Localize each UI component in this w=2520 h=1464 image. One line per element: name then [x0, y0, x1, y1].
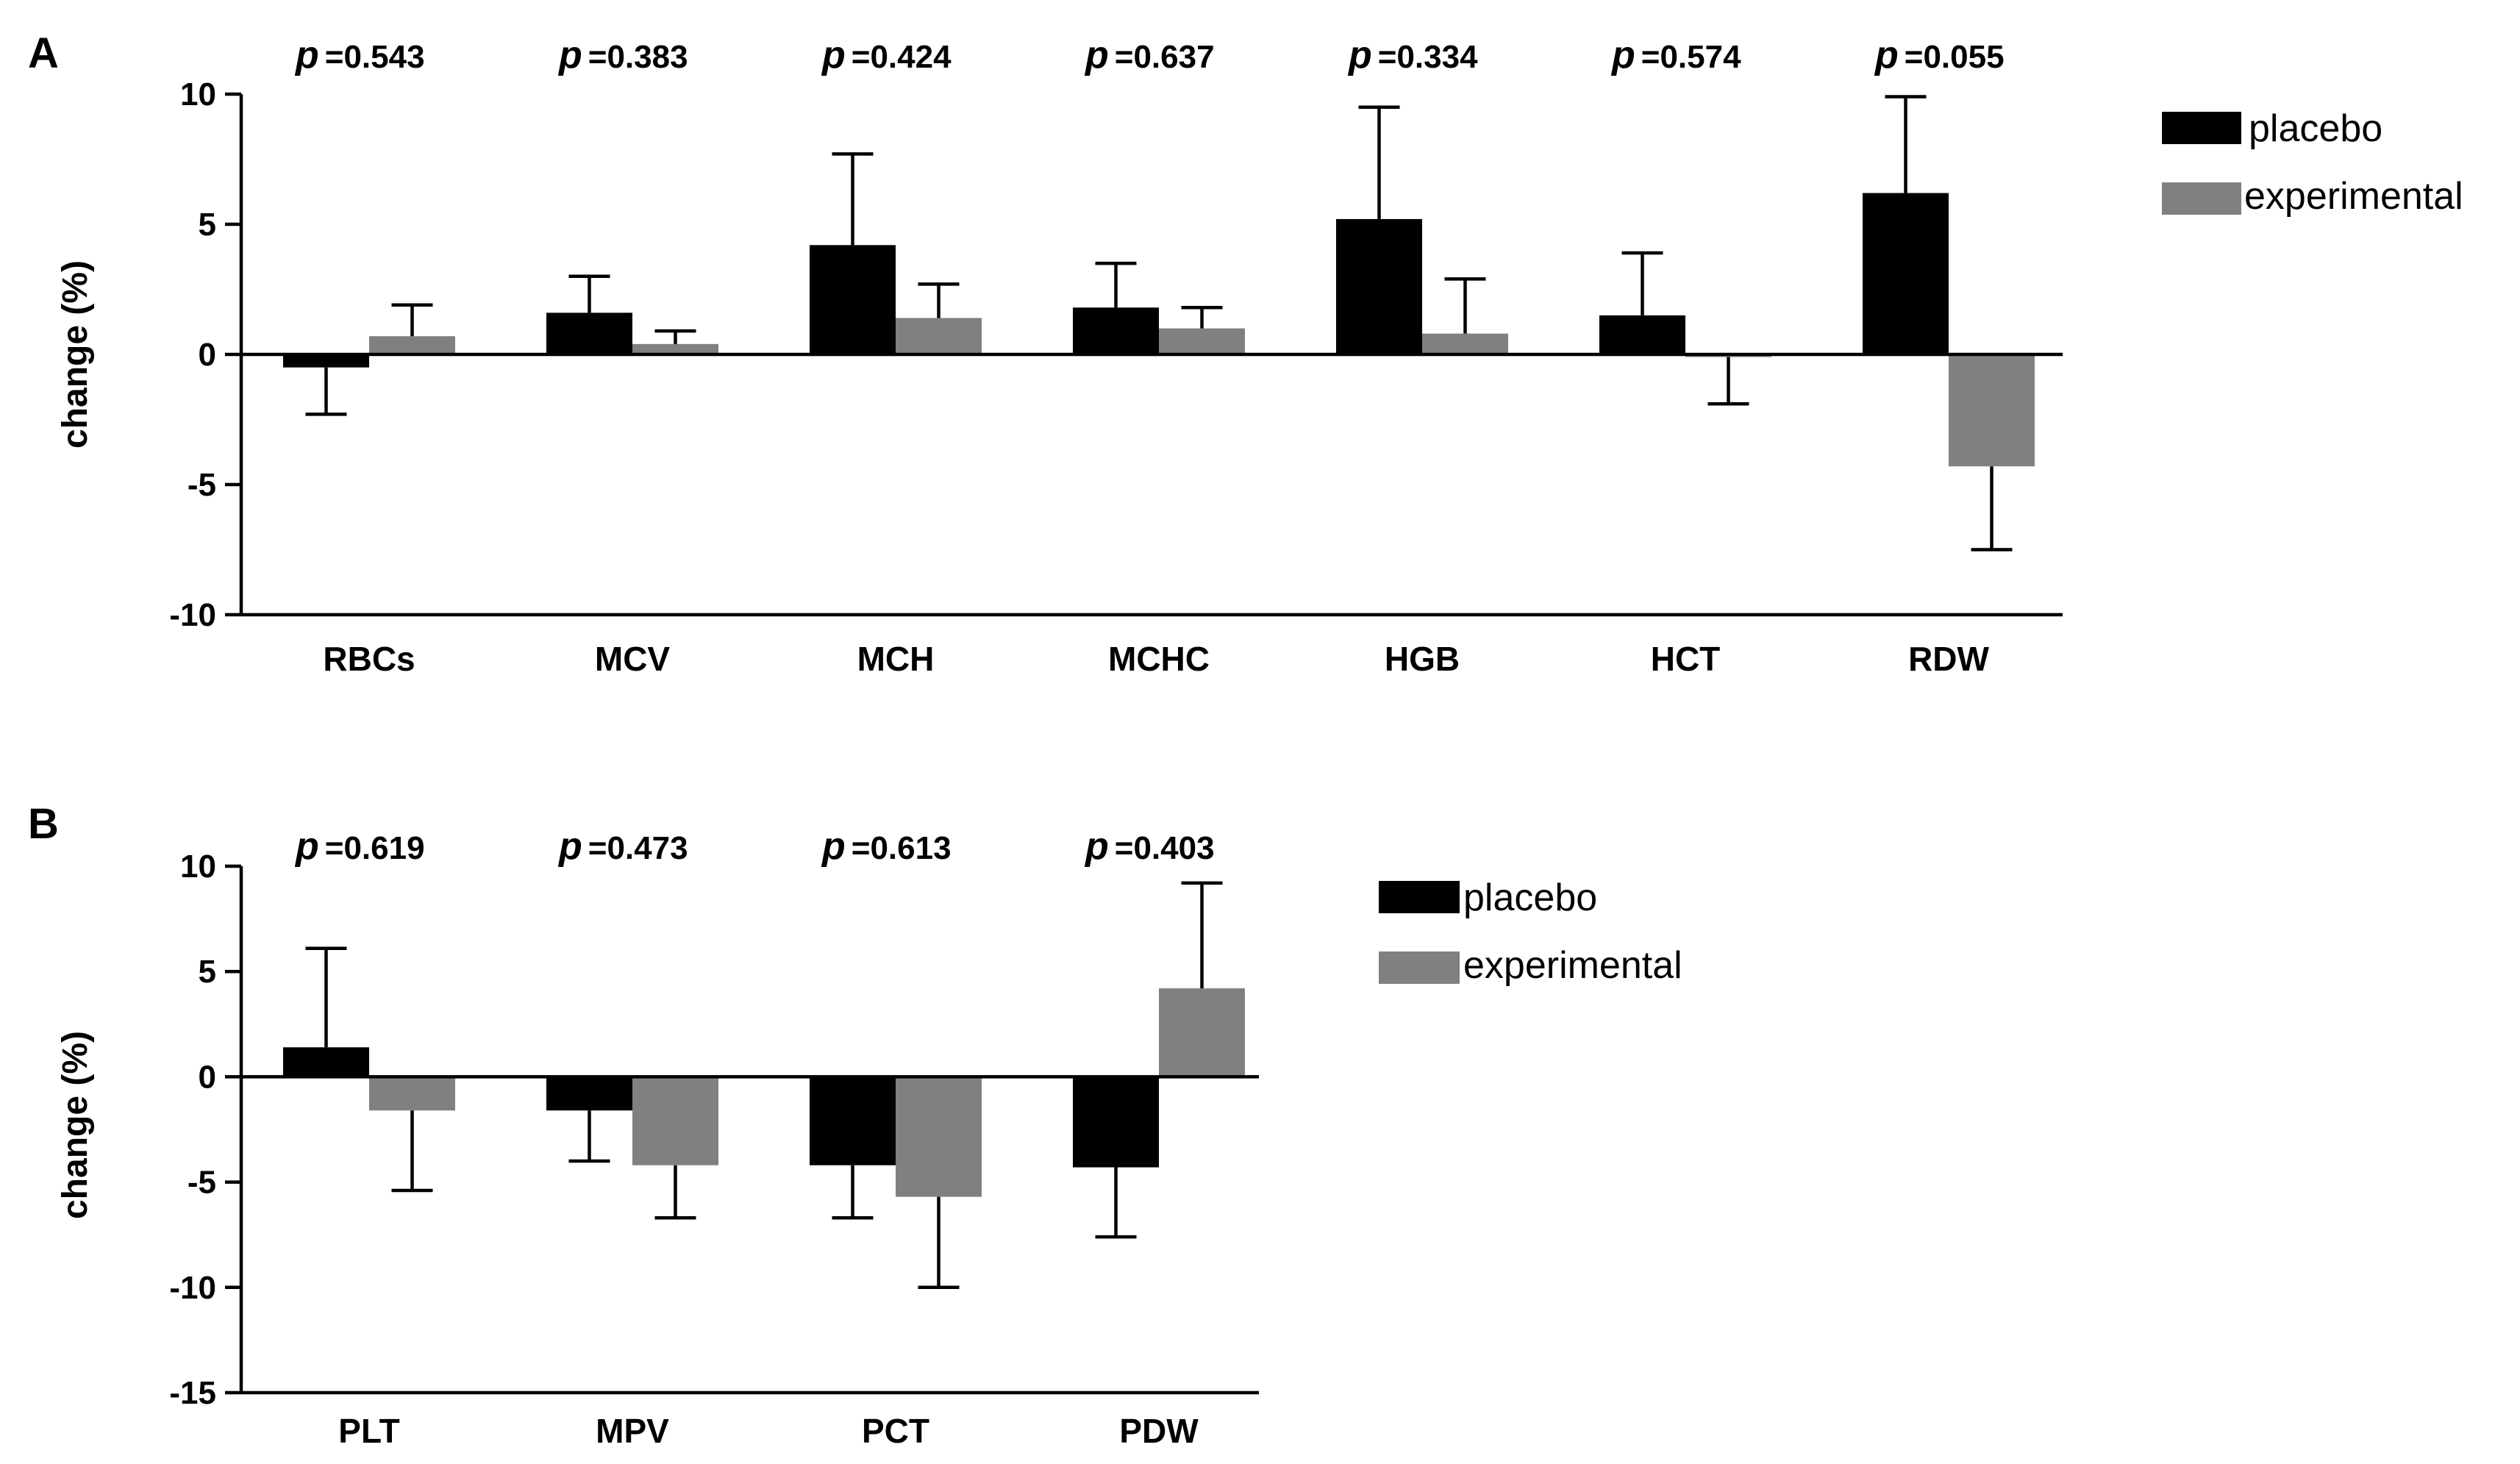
- legend-a-experimental-swatch: [2162, 182, 2241, 215]
- legend-a-experimental-label: experimental: [2244, 175, 2463, 218]
- legend-b-experimental-label: experimental: [1463, 944, 1682, 987]
- category-label-mpv: MPV: [596, 1412, 669, 1450]
- panel-a-category-labels: RBCs MCV MCH MCHC HGB HCT RDW: [323, 640, 1989, 678]
- p-value-mpv: p =0.473: [557, 825, 688, 868]
- p-value-mchc: p =0.637: [1084, 34, 1215, 76]
- category-label-plt: PLT: [338, 1412, 399, 1450]
- panel-b-chart: B change (%) 10 5 0 -5 -10 -15 PLT MPV PCT PDW p…: [28, 800, 1682, 1450]
- category-label-hct: HCT: [1651, 640, 1721, 678]
- p-value-pct: p =0.613: [821, 825, 952, 868]
- bar-placebo-mchc: [1073, 307, 1159, 354]
- category-label-mch: MCH: [857, 640, 935, 678]
- bar-experimental-rbcs: [369, 336, 455, 354]
- panel-a-letter: A: [28, 29, 59, 77]
- bar-experimental-mcv: [632, 343, 718, 354]
- category-label-pct: PCT: [862, 1412, 929, 1450]
- y-tick-label: 0: [199, 337, 216, 373]
- p-value-mch: p =0.424: [821, 34, 952, 76]
- panel-b-legend: placebo experimental: [1379, 876, 1682, 987]
- y-tick-label: -15: [169, 1375, 216, 1411]
- bar-experimental-rdw: [1949, 354, 2035, 467]
- category-label-pdw: PDW: [1119, 1412, 1199, 1450]
- p-value-rdw: p =0.055: [1874, 34, 2005, 76]
- bar-placebo-rdw: [1863, 193, 1949, 354]
- legend-a-placebo-swatch: [2162, 112, 2241, 144]
- panel-b-y-axis: 10 5 0 -5 -10 -15: [169, 849, 1259, 1411]
- panel-a-y-axis: 10 5 0 -5 -10: [169, 76, 2063, 633]
- panel-b-category-labels: PLT MPV PCT PDW: [338, 1412, 1199, 1450]
- bar-experimental-mpv: [632, 1076, 718, 1165]
- category-label-mchc: MCHC: [1108, 640, 1210, 678]
- y-tick-label: -5: [188, 467, 216, 503]
- category-label-hgb: HGB: [1385, 640, 1460, 678]
- panel-a-bars: [283, 95, 2035, 551]
- panel-b-bars: [283, 881, 1245, 1290]
- y-tick-label: -5: [188, 1165, 216, 1201]
- panel-b-letter: B: [28, 800, 59, 848]
- bar-placebo-mch: [810, 245, 896, 354]
- bar-experimental-hgb: [1422, 333, 1508, 354]
- y-tick-label: 5: [199, 954, 216, 990]
- bar-experimental-mchc: [1159, 328, 1245, 354]
- bar-experimental-pdw: [1159, 988, 1245, 1077]
- panel-b-ylabel: change (%): [56, 1031, 95, 1219]
- p-value-plt: p =0.619: [294, 825, 425, 868]
- bar-experimental-plt: [369, 1076, 455, 1111]
- legend-a-placebo-label: placebo: [2249, 107, 2382, 150]
- panel-a-chart: A change (%) 10 5 0 -5 -10 RBCs MCV MCH MCHC HGB…: [28, 29, 2463, 678]
- y-tick-label: -10: [169, 597, 216, 633]
- bar-placebo-rbcs: [283, 354, 369, 368]
- y-tick-label: 0: [199, 1059, 216, 1095]
- y-tick-label: 10: [180, 849, 216, 885]
- panel-a-legend: placebo experimental: [2162, 107, 2463, 218]
- bar-experimental-mch: [896, 318, 982, 354]
- bar-placebo-mpv: [546, 1076, 632, 1111]
- category-label-rdw: RDW: [1908, 640, 1989, 678]
- p-value-pdw: p =0.403: [1084, 825, 1215, 868]
- bar-placebo-hgb: [1336, 218, 1422, 354]
- y-tick-label: 5: [199, 207, 216, 243]
- bar-placebo-mcv: [546, 313, 632, 354]
- p-value-hgb: p =0.334: [1347, 34, 1478, 76]
- bar-placebo-pct: [810, 1076, 896, 1165]
- p-value-mcv: p =0.383: [557, 34, 688, 76]
- bar-placebo-pdw: [1073, 1076, 1159, 1168]
- panel-a-p-values: p =0.543 p =0.383 p =0.424 p =0.637 p =0.334 p =0.5…: [294, 34, 2005, 76]
- y-tick-label: -10: [169, 1270, 216, 1306]
- legend-b-placebo-swatch: [1379, 881, 1460, 913]
- category-label-rbcs: RBCs: [323, 640, 415, 678]
- legend-b-experimental-swatch: [1379, 951, 1460, 984]
- bar-placebo-plt: [283, 1047, 369, 1077]
- panel-a-ylabel: change (%): [56, 260, 95, 449]
- y-tick-label: 10: [180, 76, 216, 113]
- bar-placebo-hct: [1599, 315, 1685, 354]
- bar-experimental-pct: [896, 1076, 982, 1197]
- p-value-hct: p =0.574: [1610, 34, 1741, 76]
- category-label-mcv: MCV: [595, 640, 671, 678]
- panel-b-p-values: p =0.619 p =0.473 p =0.613 p =0.403: [294, 825, 1215, 868]
- p-value-rbcs: p =0.543: [294, 34, 425, 76]
- legend-b-placebo-label: placebo: [1463, 876, 1597, 919]
